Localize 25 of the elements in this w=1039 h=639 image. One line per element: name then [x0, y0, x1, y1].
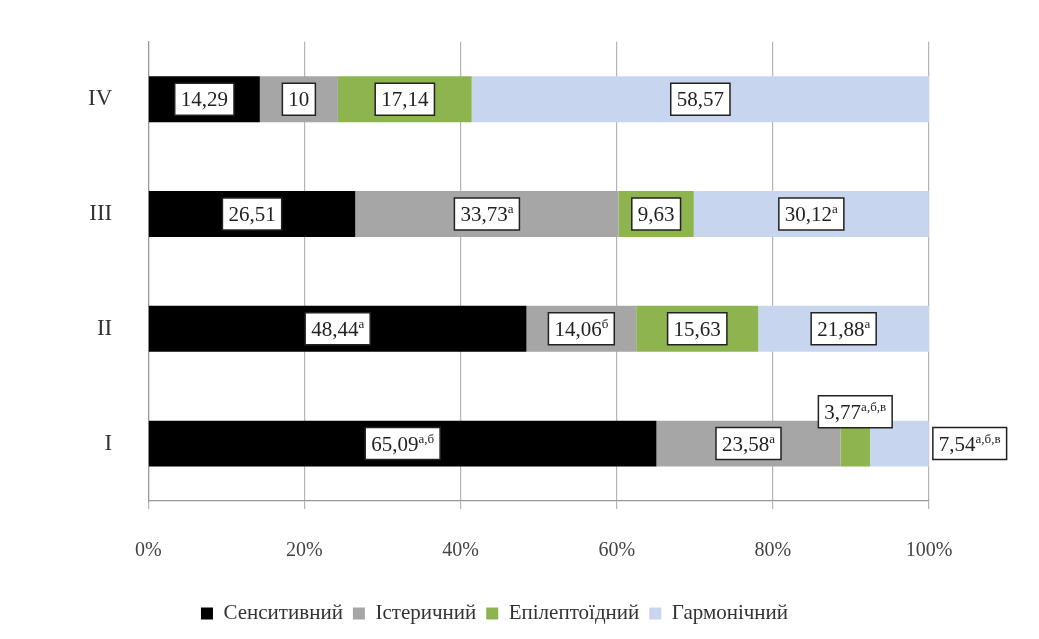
legend-label: Гармонічний: [671, 600, 789, 625]
x-tick-label: 80%: [754, 538, 792, 561]
legend-label: Епілептоїдний: [508, 600, 640, 625]
y-tick-label: IV: [87, 85, 113, 111]
data-label: 17,14: [381, 87, 429, 112]
x-tick-label: 60%: [598, 538, 636, 561]
x-tick-label: 20%: [286, 538, 323, 561]
bar: [471, 76, 929, 123]
data-label: 10: [288, 87, 310, 112]
x-tick-label: 40%: [442, 538, 479, 561]
data-label: 14,29: [180, 87, 228, 112]
x-tick-label: 100%: [905, 538, 953, 561]
legend-label: Істеричний: [375, 600, 477, 625]
data-label: 26,51: [228, 202, 276, 226]
bar: [869, 420, 929, 467]
x-tick-label: 0%: [134, 538, 162, 561]
bar: [148, 420, 657, 467]
data-label: 9,63: [637, 202, 675, 226]
bar: [148, 305, 527, 352]
data-label: 15,63: [673, 316, 721, 341]
legend-label: Сенситивний: [223, 600, 343, 625]
y-tick-label: II: [96, 314, 113, 340]
data-label: 58,57: [676, 87, 724, 112]
y-tick-label: I: [104, 429, 113, 455]
y-tick-label: III: [89, 200, 113, 226]
